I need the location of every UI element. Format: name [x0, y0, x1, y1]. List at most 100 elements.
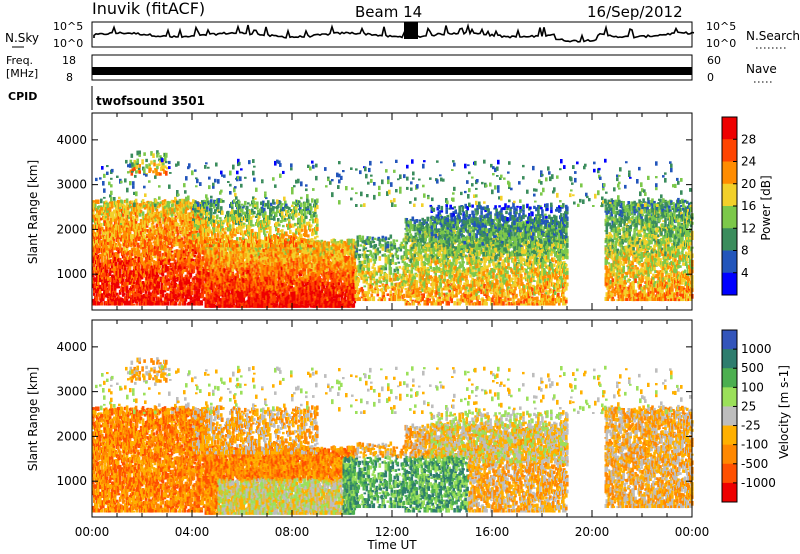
echo-cell: [144, 229, 148, 232]
echo-cell: [110, 268, 114, 271]
freq-band: [92, 67, 692, 75]
echo-cell: [123, 264, 127, 268]
echo-cell: [141, 246, 145, 250]
echo-cell: [181, 226, 185, 230]
echo-cell: [177, 249, 181, 253]
echo-cell: [143, 268, 147, 272]
echo-cell: [195, 300, 199, 304]
echo-cell: [148, 230, 152, 234]
echo-cell: [117, 296, 121, 299]
echo-cell: [206, 304, 210, 308]
echo-cell: [161, 264, 165, 269]
echo-cell: [172, 217, 176, 221]
echo-cell: [105, 269, 109, 272]
echo-cell: [124, 256, 128, 262]
echo-cell: [172, 254, 176, 259]
echo-cell: [178, 224, 182, 227]
echo-cell: [121, 220, 125, 226]
nsearch-tick-bottom: 10^0: [706, 37, 736, 50]
echo-cell: [144, 217, 148, 220]
echo-cell: [107, 244, 111, 248]
nave-tick-top: 60: [707, 54, 721, 67]
echo-cell: [137, 293, 141, 297]
echo-cell: [107, 277, 111, 280]
echo-cell: [211, 288, 215, 293]
echo-cell: [92, 224, 95, 230]
echo-cell: [154, 199, 158, 204]
echo-cell: [192, 231, 196, 234]
echo-cell: [188, 252, 192, 255]
echo-cell: [145, 223, 149, 228]
echo-cell: [117, 200, 121, 205]
echo-cell: [118, 233, 122, 238]
echo-cell: [156, 227, 160, 231]
echo-cell: [144, 256, 148, 260]
echo-cell: [182, 250, 186, 254]
echo-cell: [197, 288, 201, 293]
echo-cell: [180, 208, 184, 212]
echo-cell: [188, 231, 192, 237]
echo-cell: [145, 236, 149, 238]
echo-cell: [113, 287, 117, 291]
echo-cell: [163, 225, 167, 231]
echo-cell: [177, 293, 181, 298]
echo-cell: [104, 213, 108, 217]
echo-cell: [186, 270, 190, 275]
echo-cell: [147, 289, 151, 292]
echo-cell: [136, 300, 140, 302]
freq-label-line2: [MHz]: [6, 67, 38, 80]
echo-cell: [152, 296, 156, 301]
echo-cell: [165, 279, 169, 283]
echo-cell: [138, 298, 142, 303]
echo-cell: [163, 204, 167, 206]
echo-cell: [132, 303, 136, 306]
echo-cell: [149, 292, 153, 295]
echo-cell: [173, 285, 177, 288]
echo-cell: [172, 265, 176, 271]
echo-cell: [96, 236, 99, 240]
echo-cell: [93, 215, 96, 220]
echo-cell: [125, 298, 129, 302]
echo-cell: [108, 303, 112, 306]
echo-cell: [185, 248, 189, 253]
echo-cell: [199, 267, 203, 271]
echo-cell: [97, 266, 100, 271]
echo-cell: [156, 256, 160, 262]
echo-cell: [114, 207, 118, 210]
echo-cell: [99, 289, 102, 294]
echo-cell: [303, 271, 307, 275]
echo-cell: [92, 239, 95, 243]
echo-cell: [102, 272, 105, 277]
echo-cell: [187, 279, 191, 284]
echo-cell: [96, 251, 99, 254]
echo-cell: [193, 287, 197, 291]
echo-cell: [134, 198, 138, 203]
echo-cell: [110, 248, 114, 253]
echo-cell: [121, 287, 125, 290]
echo-cell: [190, 255, 194, 259]
echo-cell: [170, 302, 174, 306]
echo-cell: [116, 247, 120, 250]
echo-cell: [130, 301, 134, 306]
echo-cell: [186, 231, 190, 234]
echo-cell: [159, 210, 163, 216]
echo-cell: [160, 300, 164, 303]
echo-cell: [152, 235, 156, 239]
echo-cell: [121, 225, 125, 231]
echo-cell: [181, 269, 185, 272]
echo-cell: [206, 266, 210, 269]
echo-cell: [189, 272, 193, 278]
echo-cell: [105, 282, 109, 287]
echo-cell: [143, 238, 147, 242]
echo-cell: [183, 257, 187, 260]
echo-cell: [168, 258, 172, 261]
echo-cell: [103, 280, 107, 284]
echo-cell: [181, 233, 185, 237]
echo-cell: [196, 258, 200, 264]
echo-cell: [144, 204, 148, 209]
echo-cell: [176, 284, 180, 288]
echo-cell: [179, 282, 183, 287]
echo-cell: [126, 282, 130, 286]
nave-label: Nave: [746, 62, 777, 76]
